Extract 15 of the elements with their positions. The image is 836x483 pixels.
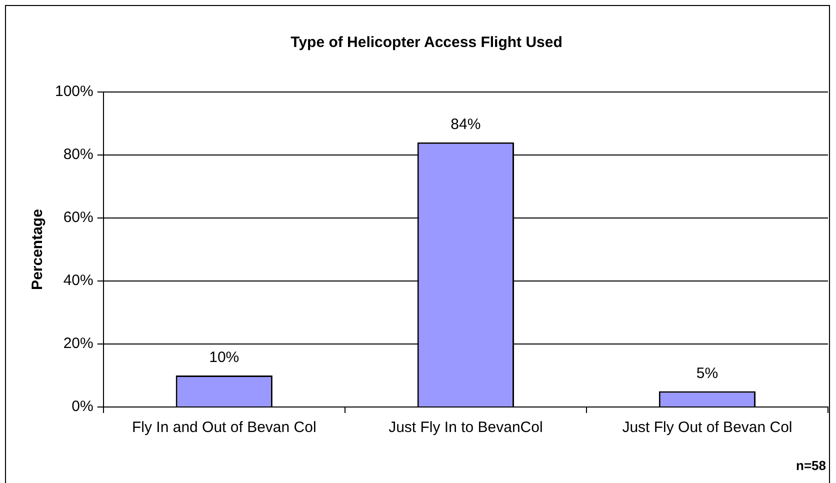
- x-tick-label: Just Fly In to BevanCol: [388, 419, 543, 436]
- data-label: 5%: [696, 364, 718, 382]
- y-tick-label: 40%: [63, 272, 94, 290]
- text: n=58: [796, 458, 826, 473]
- y-tick-label: 60%: [63, 209, 94, 226]
- x-tick-label: Fly In and Out of Bevan Col: [132, 419, 316, 436]
- y-tick-label: 100%: [54, 83, 94, 100]
- data-label: 84%: [450, 116, 481, 134]
- chart-title: Type of Helicopter Access Flight Used: [290, 34, 562, 52]
- y-tick-label: 20%: [63, 335, 94, 352]
- data-label: 10%: [209, 349, 240, 366]
- y-axis-title: Percentage: [29, 209, 46, 290]
- y-tick-label: 0%: [72, 398, 94, 416]
- x-tick-label: Just Fly Out of Bevan Col: [622, 419, 792, 436]
- y-tick-label: 80%: [63, 146, 94, 164]
